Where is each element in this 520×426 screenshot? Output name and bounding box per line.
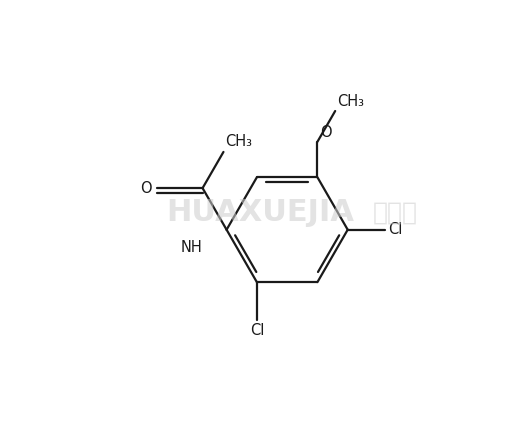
Text: HUAXUEJIA: HUAXUEJIA [166,199,354,227]
Text: CH₃: CH₃ [337,93,365,109]
Text: NH: NH [180,240,202,255]
Text: O: O [320,125,332,140]
Text: Cl: Cl [388,222,402,237]
Text: O: O [140,181,152,196]
Text: Cl: Cl [250,323,264,338]
Text: CH₃: CH₃ [226,134,253,149]
Text: 化学加: 化学加 [373,201,418,225]
